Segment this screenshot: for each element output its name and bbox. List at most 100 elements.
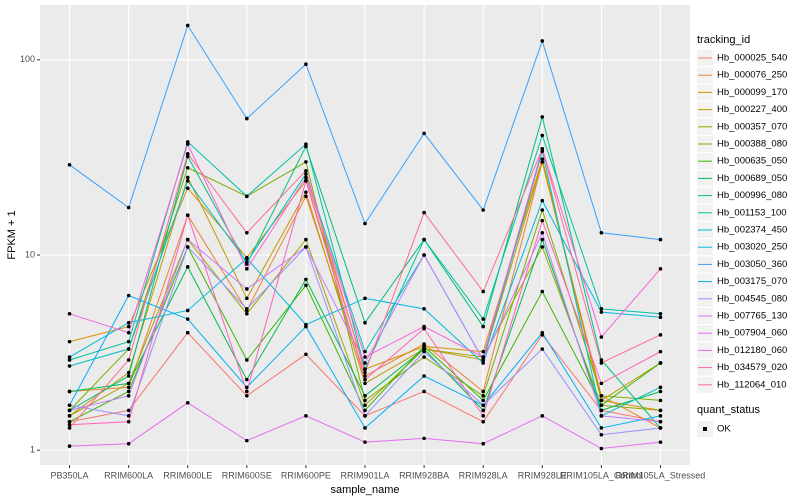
data-point xyxy=(126,370,131,375)
data-point xyxy=(658,414,663,418)
legend-label: Hb_007904_060 xyxy=(717,328,787,339)
data-point xyxy=(185,265,190,269)
data-point xyxy=(540,157,545,161)
data-point xyxy=(363,320,367,325)
data-point xyxy=(126,381,131,386)
data-point xyxy=(363,355,367,359)
data-point xyxy=(304,194,308,199)
data-point xyxy=(126,330,131,335)
legend-label: Hb_000996_080 xyxy=(717,190,787,201)
data-point xyxy=(185,237,190,242)
data-point xyxy=(67,422,72,427)
data-point xyxy=(658,237,663,242)
data-point xyxy=(304,169,308,173)
x-tick-label: RRIM928LE xyxy=(518,470,567,480)
data-point xyxy=(540,160,545,164)
legend-title: tracking_id xyxy=(697,34,750,46)
data-point xyxy=(126,419,131,424)
data-point xyxy=(658,389,663,394)
data-point xyxy=(481,394,485,398)
data-point xyxy=(245,256,249,261)
data-point xyxy=(363,221,367,226)
data-point xyxy=(67,408,72,413)
data-point xyxy=(185,400,190,405)
data-point xyxy=(245,385,249,390)
data-point xyxy=(658,426,663,430)
data-point xyxy=(658,419,663,424)
data-point xyxy=(599,432,604,437)
data-point xyxy=(422,326,426,331)
y-axis-title: FPKM + 1 xyxy=(6,210,18,259)
data-point xyxy=(422,344,426,349)
data-point xyxy=(422,349,426,354)
data-point xyxy=(481,349,485,354)
data-point xyxy=(540,198,545,203)
legend-label: Hb_007765_130 xyxy=(717,311,787,322)
data-point xyxy=(422,237,426,242)
y-tick-label: 1 xyxy=(30,445,35,455)
data-point xyxy=(245,296,249,301)
data-point xyxy=(481,324,485,329)
data-point xyxy=(245,307,249,311)
legend-label: Hb_000076_250 xyxy=(717,70,787,81)
data-point xyxy=(304,245,308,249)
data-point xyxy=(304,175,308,180)
data-point xyxy=(304,414,308,418)
data-point xyxy=(540,115,545,119)
data-point xyxy=(126,205,131,210)
legend-label: Hb_003175_070 xyxy=(717,276,787,287)
data-point xyxy=(599,307,604,311)
data-point xyxy=(185,186,190,191)
data-point xyxy=(363,408,367,413)
data-point xyxy=(363,296,367,301)
data-point xyxy=(599,426,604,430)
data-point xyxy=(599,394,604,398)
data-point xyxy=(481,414,485,418)
legend-label: Hb_002374_450 xyxy=(717,225,787,236)
data-point xyxy=(422,389,426,394)
x-tick-label: RRIM600PE xyxy=(281,470,331,480)
data-point xyxy=(422,307,426,311)
data-point xyxy=(185,165,190,170)
data-point xyxy=(245,194,249,199)
data-point xyxy=(67,339,72,344)
data-point xyxy=(67,358,72,362)
data-point xyxy=(599,398,604,403)
data-point xyxy=(540,39,545,43)
data-point xyxy=(481,289,485,294)
points xyxy=(67,23,663,451)
data-point xyxy=(599,446,604,451)
data-point xyxy=(67,389,72,394)
data-point xyxy=(126,414,131,418)
data-point xyxy=(185,213,190,217)
legend-label: Hb_001153_100 xyxy=(717,207,787,218)
data-point xyxy=(481,419,485,424)
data-point xyxy=(481,355,485,359)
data-point xyxy=(185,175,190,180)
data-point xyxy=(126,358,131,362)
legend-label: Hb_003050_360 xyxy=(717,259,787,270)
data-point xyxy=(304,352,308,357)
legend-title: quant_status xyxy=(697,404,760,416)
data-point xyxy=(126,374,131,378)
data-point xyxy=(481,361,485,365)
legend-label: Hb_000099_170 xyxy=(717,87,787,98)
data-point xyxy=(658,315,663,320)
legend-symbol xyxy=(703,427,707,431)
data-point xyxy=(363,394,367,398)
data-point xyxy=(481,408,485,413)
data-point xyxy=(304,237,308,242)
data-point xyxy=(481,403,485,408)
legend-label: Hb_000227_400 xyxy=(717,104,787,115)
x-tick-label: PB350LA xyxy=(51,470,89,480)
data-point xyxy=(126,408,131,413)
data-point xyxy=(304,190,308,194)
data-point xyxy=(422,131,426,136)
data-point xyxy=(363,381,367,386)
data-point xyxy=(540,330,545,335)
data-point xyxy=(599,414,604,418)
data-point xyxy=(185,330,190,335)
data-point xyxy=(304,142,308,146)
data-point xyxy=(67,444,72,448)
data-point xyxy=(245,438,249,443)
